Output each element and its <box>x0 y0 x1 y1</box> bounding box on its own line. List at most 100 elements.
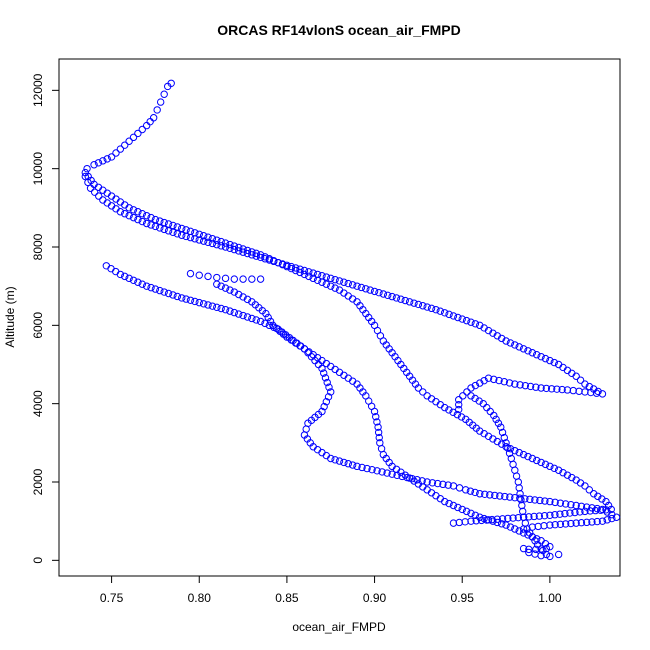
data-point <box>169 221 177 230</box>
data-point <box>164 220 173 228</box>
data-point <box>234 290 243 299</box>
data-point <box>445 499 453 508</box>
data-point <box>83 164 91 173</box>
data-point <box>591 506 600 515</box>
data-point <box>550 358 558 367</box>
data-point <box>239 245 247 253</box>
data-point <box>521 495 529 503</box>
series-3 <box>81 168 615 527</box>
data-point <box>221 239 230 247</box>
data-point <box>307 352 316 361</box>
data-point <box>373 467 381 475</box>
data-point <box>502 439 510 447</box>
data-point <box>252 316 260 324</box>
data-point <box>204 272 212 281</box>
data-point <box>444 481 452 489</box>
data-point <box>490 375 498 384</box>
data-point <box>528 349 537 357</box>
data-point <box>353 282 361 290</box>
data-point <box>523 525 531 533</box>
data-point <box>449 501 458 510</box>
data-point <box>511 525 519 533</box>
data-point <box>264 313 272 322</box>
data-point <box>243 246 252 255</box>
data-point <box>593 517 601 526</box>
data-point <box>129 133 138 142</box>
x-axis-label: ocean_air_FMPD <box>292 620 386 634</box>
data-point <box>208 302 217 310</box>
data-point <box>506 523 515 531</box>
data-point <box>234 243 243 252</box>
data-point <box>494 419 503 427</box>
data-point <box>256 251 265 259</box>
data-point <box>164 227 173 235</box>
data-point <box>397 295 405 303</box>
data-point <box>318 278 326 286</box>
data-point <box>363 464 371 473</box>
data-point <box>261 253 269 261</box>
data-point <box>305 272 313 281</box>
data-point <box>542 384 551 393</box>
data-point <box>505 379 514 387</box>
data-point <box>526 495 534 504</box>
data-point <box>502 443 510 451</box>
data-point <box>256 275 265 283</box>
data-point <box>178 224 186 233</box>
data-point <box>204 301 212 309</box>
data-point <box>322 280 331 288</box>
data-point <box>514 478 523 486</box>
data-point <box>586 507 594 515</box>
data-point <box>500 378 508 386</box>
data-point <box>300 266 309 275</box>
data-point <box>239 293 247 301</box>
data-point <box>383 469 391 477</box>
data-point <box>535 512 544 520</box>
data-point <box>278 260 287 269</box>
data-point <box>331 275 339 284</box>
data-point <box>594 387 602 396</box>
data-point <box>378 468 386 476</box>
data-point <box>129 206 138 214</box>
data-point <box>516 490 524 498</box>
data-point <box>467 517 475 525</box>
data-point <box>455 400 463 409</box>
data-point <box>164 289 173 298</box>
data-point <box>449 519 458 527</box>
data-point <box>116 270 125 279</box>
data-point <box>559 468 567 477</box>
data-point <box>581 482 589 490</box>
data-point <box>112 149 120 157</box>
data-point <box>528 523 537 531</box>
data-point <box>607 505 615 514</box>
data-point <box>199 232 208 240</box>
data-point <box>542 544 551 553</box>
data-point <box>321 374 330 382</box>
data-point <box>318 364 326 373</box>
data-point <box>576 376 585 384</box>
data-point <box>226 307 234 315</box>
data-point <box>204 233 212 241</box>
data-point <box>486 407 494 416</box>
data-point <box>344 279 352 288</box>
data-point <box>423 303 431 311</box>
data-point <box>340 458 348 467</box>
data-point <box>142 219 151 228</box>
data-point <box>541 460 550 469</box>
data-point <box>313 270 322 279</box>
data-point <box>484 516 493 524</box>
y-axis: 0 2000 4000 6000 8000 10000 12000 <box>31 73 60 564</box>
data-point <box>498 515 507 523</box>
data-point <box>561 520 570 528</box>
data-point <box>504 514 512 523</box>
data-point <box>547 385 556 393</box>
data-point <box>556 510 564 518</box>
series-6 <box>467 392 551 559</box>
data-point <box>372 413 380 421</box>
data-point <box>427 304 436 313</box>
data-point <box>585 486 594 494</box>
data-point <box>213 280 221 288</box>
data-point <box>463 388 471 396</box>
data-point <box>230 288 239 296</box>
data-point <box>537 384 545 392</box>
